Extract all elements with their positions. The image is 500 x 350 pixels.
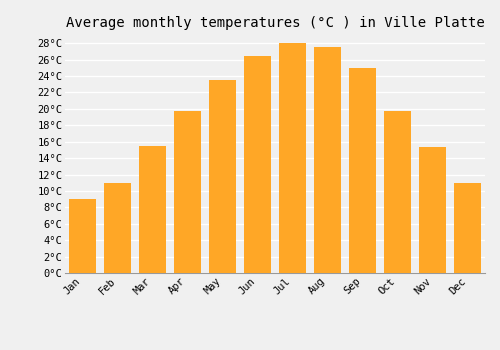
Bar [244,56,270,273]
Bar [350,68,376,273]
Bar [280,43,305,273]
Bar [140,146,166,273]
Bar [420,147,446,273]
Bar [70,199,96,273]
Bar [174,111,201,273]
Bar [454,183,480,273]
Bar [384,111,410,273]
Bar [104,183,130,273]
Title: Average monthly temperatures (°C ) in Ville Platte: Average monthly temperatures (°C ) in Vi… [66,16,484,30]
Bar [210,80,236,273]
Bar [314,47,340,273]
